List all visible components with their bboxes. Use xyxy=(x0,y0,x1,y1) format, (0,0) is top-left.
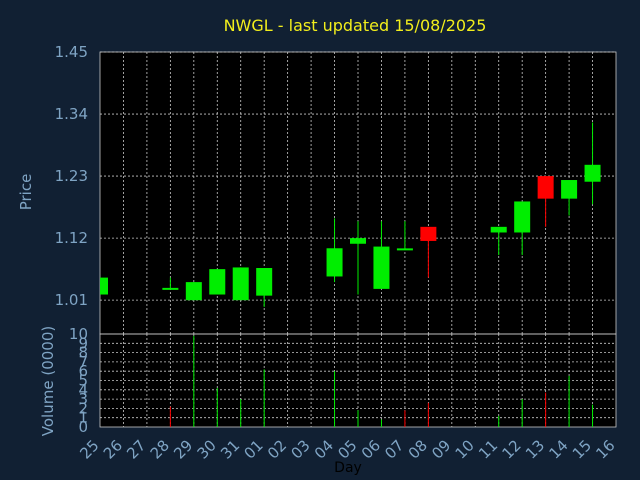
candle-body xyxy=(232,267,249,301)
day-tick-label: 08 xyxy=(405,436,431,462)
candle-body xyxy=(490,226,507,233)
day-tick-label: 10 xyxy=(452,436,478,462)
candle-body xyxy=(537,176,554,199)
candles xyxy=(100,122,601,307)
volume-tick-label: 7 xyxy=(78,353,88,371)
chart-title: NWGL - last updated 15/08/2025 xyxy=(224,16,487,35)
day-tick-label: 27 xyxy=(123,436,149,462)
price-axis-label: Price xyxy=(17,174,35,211)
candle-body xyxy=(373,246,390,289)
volume-tick-label: 4 xyxy=(78,381,88,399)
price-tick-label: 1.34 xyxy=(55,105,88,123)
candle-body xyxy=(209,269,226,295)
day-tick-label: 06 xyxy=(358,436,384,462)
volume-tick-label: 0 xyxy=(78,418,88,436)
day-axis-label: Day xyxy=(334,460,362,476)
candle-body xyxy=(514,201,531,233)
candle-body xyxy=(350,238,366,244)
price-tick-label: 1.23 xyxy=(55,167,88,185)
day-tick-label: 25 xyxy=(76,436,102,462)
candle-body xyxy=(100,277,108,295)
price-tick-label: 1.12 xyxy=(55,229,88,247)
day-tick-label: 03 xyxy=(287,436,313,462)
candle-body xyxy=(584,164,601,182)
day-tick-label: 11 xyxy=(475,436,501,462)
candle-body xyxy=(326,248,343,277)
volume-axis-label: Volume (0000) xyxy=(39,326,57,436)
day-tick-label: 05 xyxy=(334,436,360,462)
candle-body xyxy=(561,180,578,199)
candle-body xyxy=(185,282,202,301)
day-tick-label: 29 xyxy=(170,436,196,462)
volume-tick-label: 5 xyxy=(78,372,88,390)
day-tick-label: 04 xyxy=(311,436,337,462)
day-tick-label: 09 xyxy=(428,436,454,462)
candle-body xyxy=(256,268,273,296)
day-tick-label: 07 xyxy=(381,436,407,462)
day-tick-label: 14 xyxy=(545,436,571,462)
day-tick-label: 12 xyxy=(499,436,525,462)
day-tick-label: 15 xyxy=(569,436,595,462)
plot-area xyxy=(99,51,617,428)
volume-tick-label: 3 xyxy=(78,390,88,408)
volume-tick-label: 6 xyxy=(78,362,88,380)
day-tick-label: 13 xyxy=(522,436,548,462)
day-tick-label: 28 xyxy=(147,436,173,462)
volume-tick-label: 8 xyxy=(78,344,88,362)
volume-tick-label: 10 xyxy=(69,325,88,343)
price-tick-label: 1.01 xyxy=(55,291,88,309)
day-tick-label: 30 xyxy=(194,436,220,462)
volume-tick-label: 2 xyxy=(78,399,88,417)
day-tick-label: 26 xyxy=(100,436,126,462)
day-tick-label: 02 xyxy=(264,436,290,462)
price-tick-label: 1.45 xyxy=(55,43,88,61)
volume-tick-label: 1 xyxy=(78,409,88,427)
day-tick-label: 31 xyxy=(217,436,243,462)
candle-body xyxy=(420,226,437,241)
day-tick-label: 01 xyxy=(241,436,267,462)
volume-tick-label: 9 xyxy=(78,334,88,352)
day-tick-label: 16 xyxy=(592,436,618,462)
